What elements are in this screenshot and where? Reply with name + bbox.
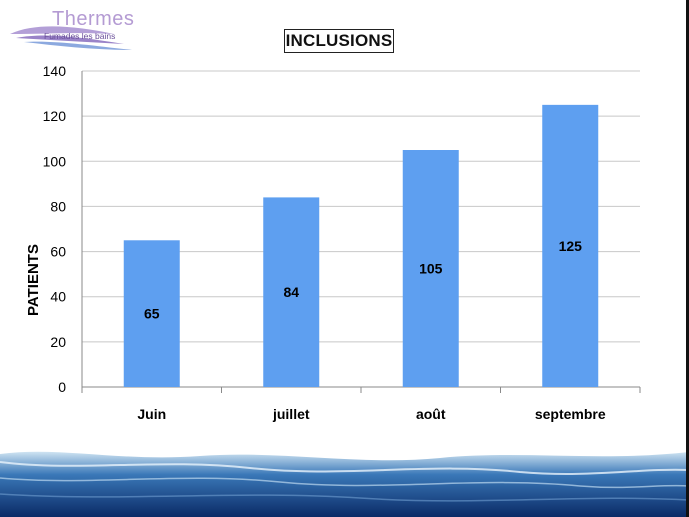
bar xyxy=(263,197,320,387)
y-tick-label: 140 xyxy=(43,63,67,79)
x-tick-label: juillet xyxy=(272,406,310,422)
y-tick-label: 100 xyxy=(43,153,67,169)
slide-edge xyxy=(686,0,689,517)
y-tick-label: 120 xyxy=(43,108,67,124)
data-label: 84 xyxy=(283,284,299,300)
bar xyxy=(402,150,459,387)
logo-name: Thermes xyxy=(52,8,135,30)
bars xyxy=(123,104,599,387)
data-label: 65 xyxy=(144,306,160,322)
x-tick-label: août xyxy=(416,406,446,422)
chart-title: INCLUSIONS xyxy=(284,29,394,53)
y-tick-label: 0 xyxy=(58,379,66,395)
logo-subtitle: Fumades les bains xyxy=(44,31,116,41)
bar-chart: 0 20 40 60 80 100 120 140 Juin 65 juillet 84 août 105… xyxy=(25,63,641,422)
data-label: 105 xyxy=(419,261,443,277)
x-tick-label: Juin xyxy=(137,406,166,422)
y-axis-label: PATIENTS xyxy=(25,244,42,316)
labels: 0 20 40 60 80 100 120 140 Juin 65 juillet 84 août 105… xyxy=(43,63,606,422)
y-tick-label: 60 xyxy=(50,244,66,260)
bar xyxy=(123,240,180,387)
x-tick-label: septembre xyxy=(535,406,606,422)
y-tick-label: 20 xyxy=(50,334,66,350)
water-wave-decoration xyxy=(0,451,689,517)
y-tick-label: 80 xyxy=(50,198,66,214)
logo-swoosh-icon xyxy=(10,26,132,50)
y-tick-label: 40 xyxy=(50,289,66,305)
data-label: 125 xyxy=(559,238,583,254)
bar xyxy=(542,104,599,387)
